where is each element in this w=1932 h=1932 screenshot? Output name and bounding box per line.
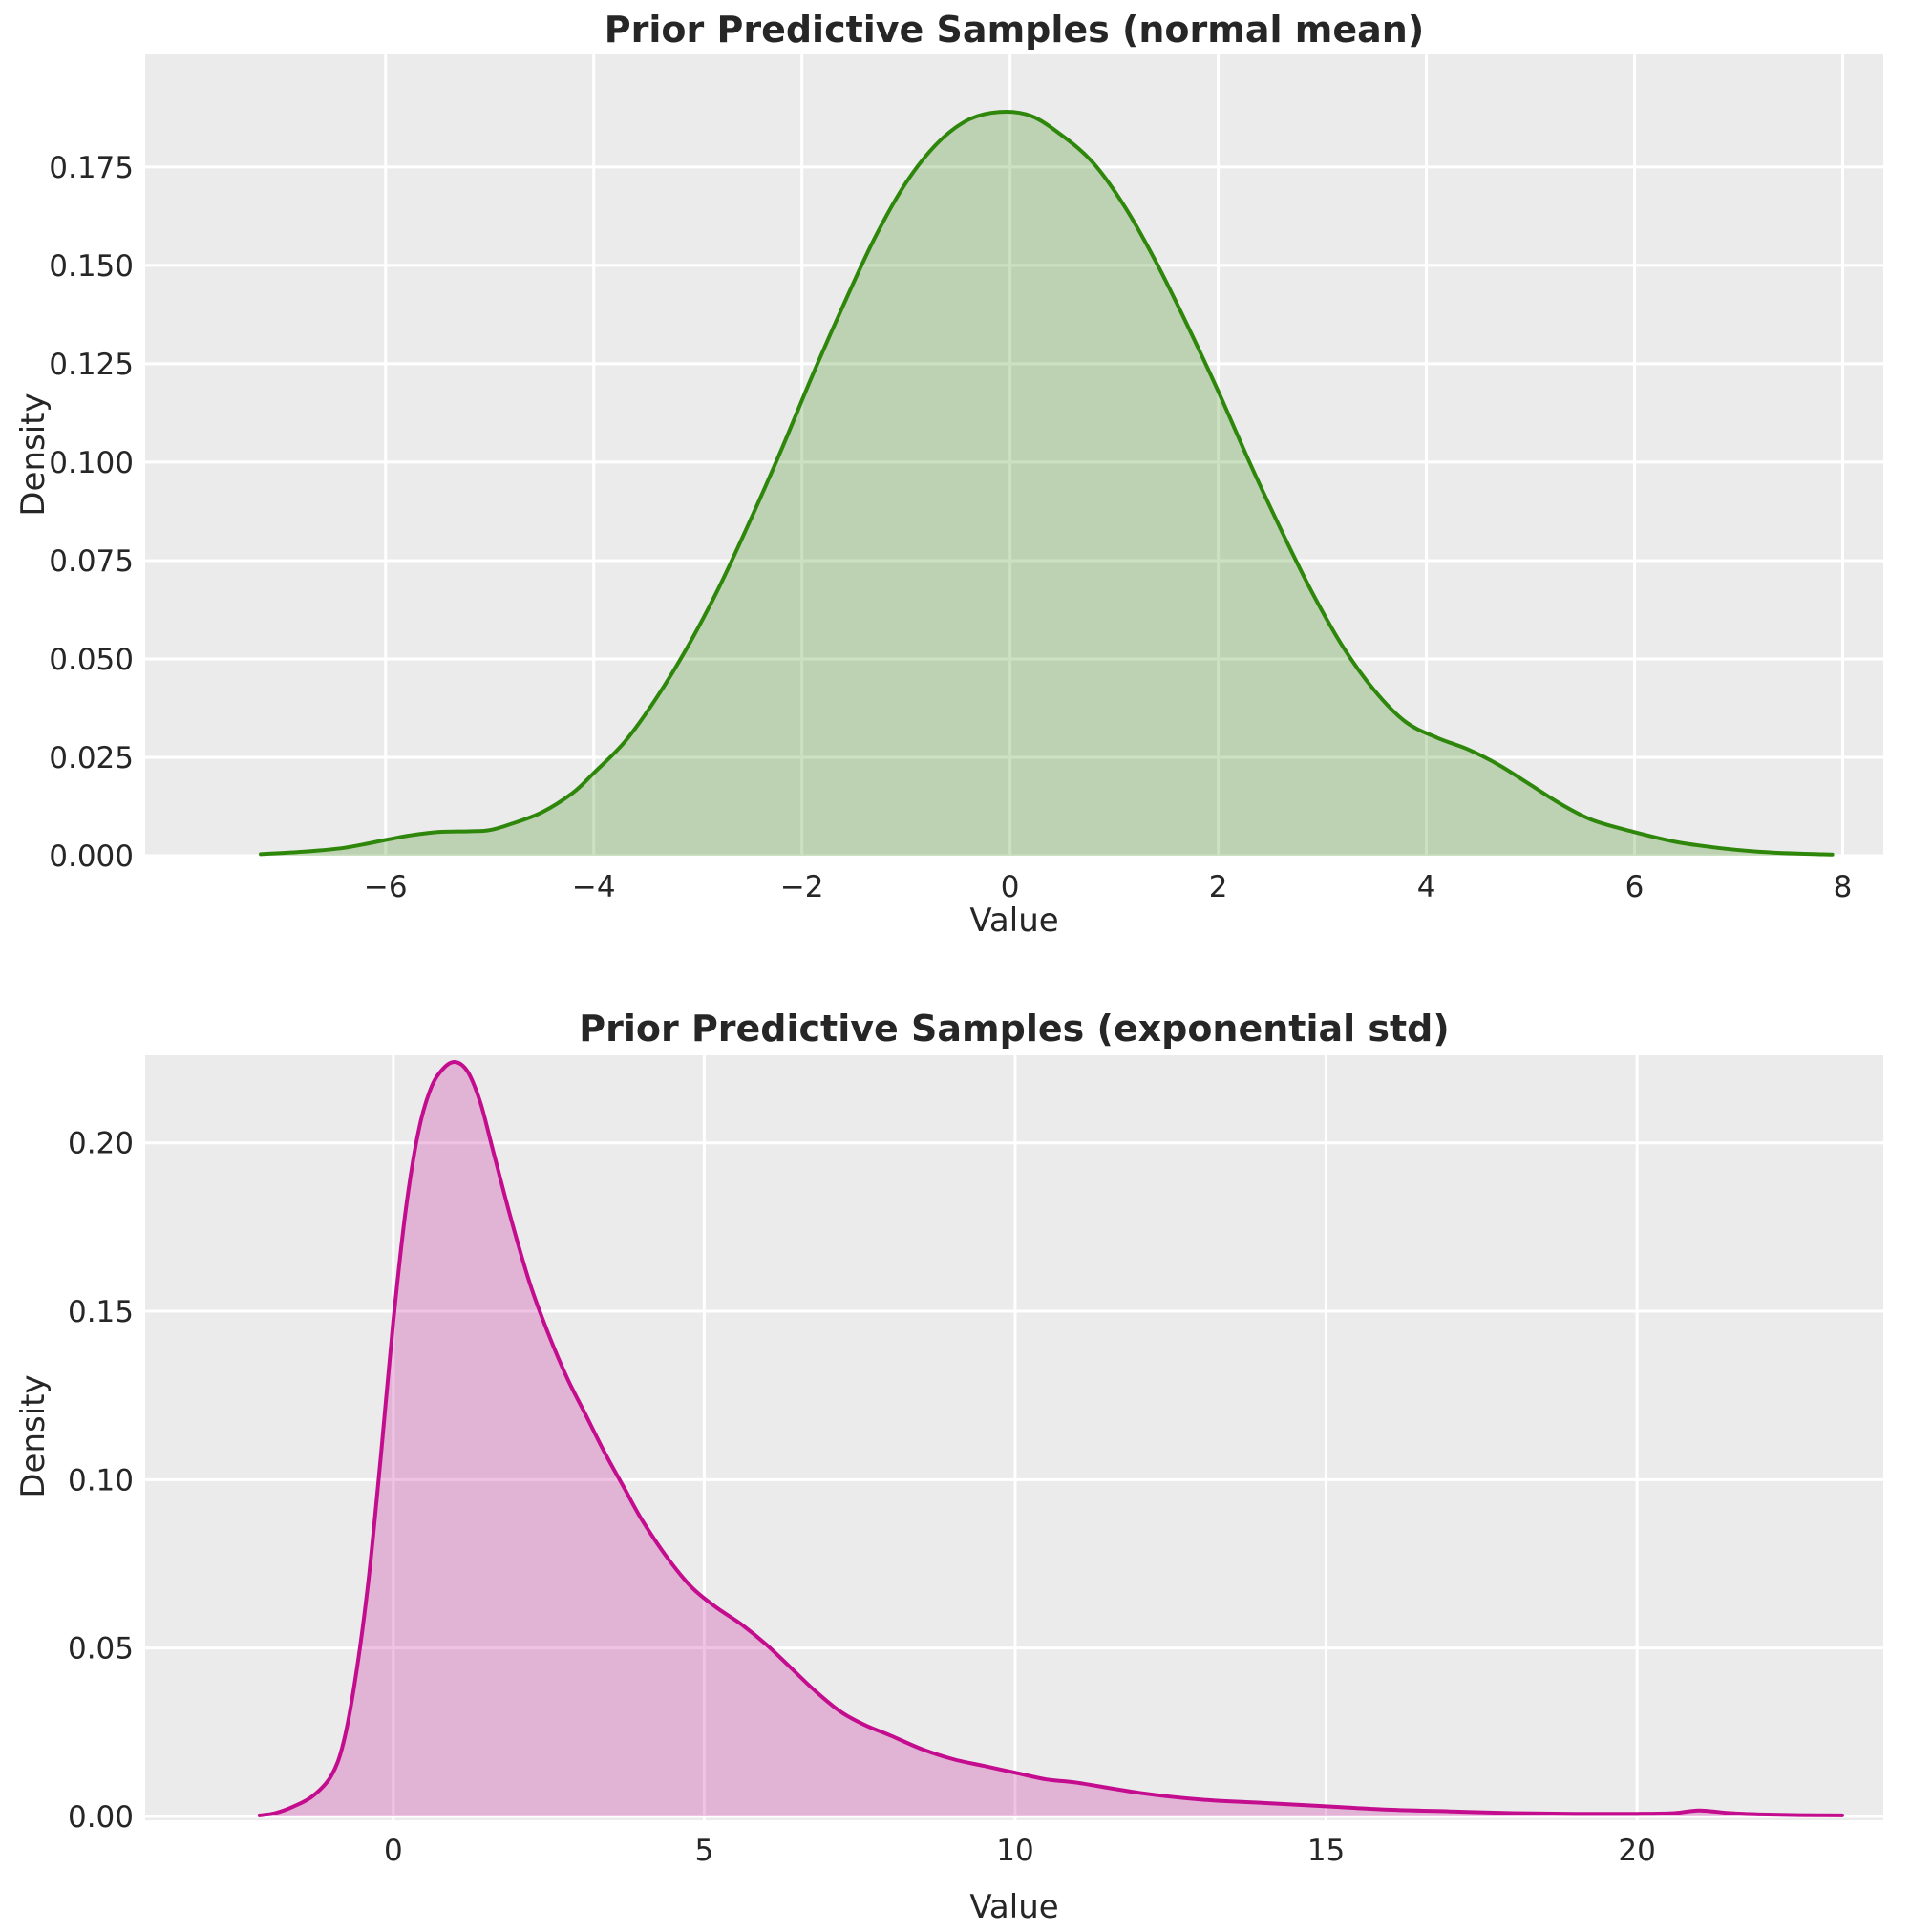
top-plot-layer: −6 −4 −2 0 2 4 6 8 0.000 0.025 0.050 0.075 0.100 0.12…	[49, 54, 1883, 904]
x-tick-label: −2	[780, 870, 824, 904]
x-tick-label: 10	[996, 1834, 1033, 1868]
y-tick-label: 0.10	[68, 1463, 134, 1497]
bottom-plot-title: Prior Predictive Samples (exponential st…	[579, 1008, 1450, 1050]
x-tick-label: 0	[384, 1834, 403, 1868]
bottom-plot-xlabel: Value	[969, 1888, 1058, 1926]
y-tick-label: 0.050	[49, 643, 134, 677]
plot-area	[145, 54, 1883, 857]
x-tick-label: 0	[1001, 870, 1020, 904]
density-curve	[257, 1060, 1844, 1817]
x-tick-label: −6	[364, 870, 408, 904]
y-tick-label: 0.100	[49, 446, 134, 480]
x-tick-label: 6	[1625, 870, 1645, 904]
top-plot-title: Prior Predictive Samples (normal mean)	[605, 9, 1424, 51]
top-plot-xlabel: Value	[969, 902, 1058, 940]
x-tick-label: 5	[695, 1834, 714, 1868]
density-curve	[259, 109, 1835, 857]
y-tick-label: 0.20	[68, 1127, 134, 1161]
x-tick-label: 20	[1618, 1834, 1655, 1868]
top-plot-ylabel: Density	[14, 393, 53, 516]
bottom-plot-layer: 0 5 10 15 20 0.00 0.05 0.10 0.15 0.20	[68, 1055, 1883, 1868]
y-tick-label: 0.150	[49, 249, 134, 284]
density-fill	[259, 1062, 1842, 1816]
y-tick-label: 0.00	[68, 1800, 134, 1835]
x-tick-label: 15	[1307, 1834, 1345, 1868]
density-fill	[261, 111, 1833, 856]
bottom-plot-ylabel: Density	[14, 1374, 53, 1497]
x-tick-label: 4	[1417, 870, 1436, 904]
y-tick-label: 0.125	[49, 348, 134, 382]
x-tick-label: −4	[572, 870, 616, 904]
y-tick-label: 0.175	[49, 151, 134, 185]
y-tick-label: 0.15	[68, 1295, 134, 1329]
y-tick-label: 0.025	[49, 741, 134, 775]
y-tick-label: 0.05	[68, 1632, 134, 1667]
x-tick-label: 2	[1209, 870, 1228, 904]
y-tick-label: 0.000	[49, 839, 134, 874]
y-tick-label: 0.075	[49, 544, 134, 579]
x-tick-label: 8	[1834, 870, 1853, 904]
